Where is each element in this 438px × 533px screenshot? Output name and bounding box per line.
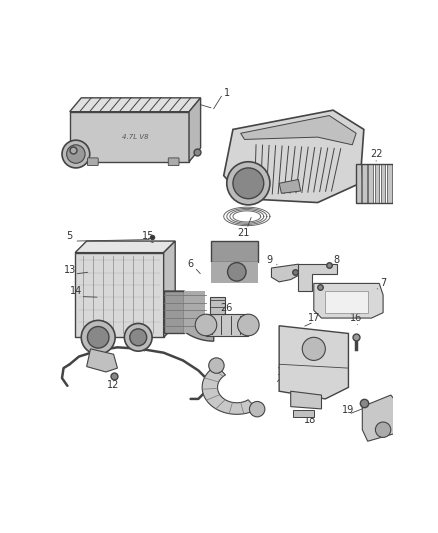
Text: 21: 21 [237,228,250,238]
Text: 7: 7 [380,278,386,288]
Circle shape [227,161,270,205]
Polygon shape [368,164,373,203]
Polygon shape [381,164,385,203]
FancyBboxPatch shape [168,158,179,166]
Text: 17: 17 [307,313,320,323]
Polygon shape [291,391,321,409]
Text: 14: 14 [70,286,82,296]
Polygon shape [70,112,189,161]
Circle shape [67,145,85,163]
Text: 12: 12 [107,380,120,390]
Circle shape [124,324,152,351]
Polygon shape [164,241,175,337]
Bar [212,241,258,262]
Text: 15: 15 [142,231,155,241]
Polygon shape [314,284,383,318]
Bar [210,297,225,314]
Text: 6: 6 [187,259,194,269]
Bar [356,164,399,203]
Text: 2: 2 [82,145,88,155]
Polygon shape [75,241,175,253]
Polygon shape [272,264,301,282]
Polygon shape [293,410,314,417]
Polygon shape [362,164,367,203]
Text: 20: 20 [381,401,393,411]
Text: 5: 5 [67,231,73,241]
Text: 16: 16 [350,313,362,323]
Circle shape [88,327,109,348]
Polygon shape [362,395,403,441]
Circle shape [302,337,325,360]
Polygon shape [75,253,164,337]
Text: 18: 18 [304,415,316,425]
Polygon shape [387,164,392,203]
Text: 13: 13 [64,264,76,274]
Circle shape [250,401,265,417]
Polygon shape [279,180,301,193]
Text: 10: 10 [277,367,289,377]
Text: 1: 1 [224,88,230,98]
Polygon shape [374,164,379,203]
Bar [184,291,205,334]
Circle shape [130,329,147,346]
Text: 9: 9 [267,255,273,265]
Polygon shape [393,164,398,203]
Polygon shape [70,98,201,112]
Circle shape [237,314,259,336]
Text: 4.7L V8: 4.7L V8 [122,134,148,140]
Circle shape [375,422,391,438]
Text: 19: 19 [343,406,355,415]
Polygon shape [189,98,201,161]
Polygon shape [325,291,367,313]
Text: 26: 26 [221,303,233,313]
Circle shape [228,263,246,281]
Polygon shape [298,264,337,291]
Circle shape [81,320,115,354]
Circle shape [209,358,224,373]
Polygon shape [356,164,361,203]
Polygon shape [240,116,356,145]
Bar [212,262,258,282]
Circle shape [195,314,217,336]
Polygon shape [224,110,364,203]
Circle shape [62,140,90,168]
Polygon shape [164,291,214,341]
Polygon shape [279,326,349,399]
Bar [164,291,184,334]
Polygon shape [87,349,117,372]
FancyBboxPatch shape [88,158,98,166]
Text: 8: 8 [334,255,340,265]
Circle shape [233,168,264,199]
Text: 11: 11 [131,340,143,350]
Polygon shape [202,366,257,414]
Text: 22: 22 [370,149,382,159]
Bar [206,314,248,336]
